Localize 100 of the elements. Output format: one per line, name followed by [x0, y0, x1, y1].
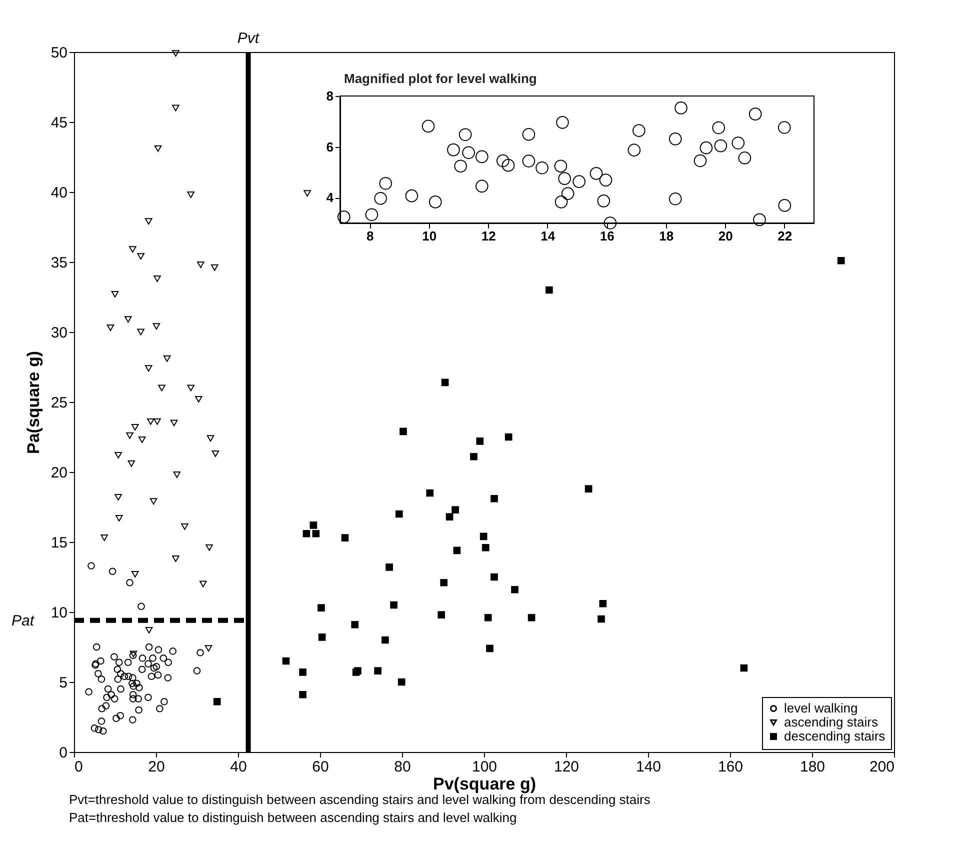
ref-line-label: Pat [11, 612, 35, 630]
x-tick-label: 22 [778, 228, 792, 244]
y-tick-label: 5 [59, 674, 68, 692]
point [536, 161, 548, 174]
point [382, 636, 389, 644]
point [398, 678, 406, 686]
point [181, 523, 188, 530]
x-tick-label: 160 [718, 758, 744, 776]
y-tick-label: 4 [326, 190, 334, 206]
legend-label: ascending stairs [784, 714, 878, 730]
point [400, 428, 407, 436]
point [170, 420, 178, 426]
y-tick-label: 45 [50, 114, 68, 132]
point [482, 544, 490, 552]
point [173, 472, 181, 478]
point [522, 154, 536, 168]
y-tick-label: 25 [50, 394, 68, 412]
point [556, 116, 569, 129]
point [187, 384, 195, 392]
x-tick-label: 200 [869, 758, 894, 776]
point [554, 196, 568, 208]
point [197, 262, 204, 268]
point [365, 208, 378, 222]
point [778, 121, 791, 134]
point [310, 522, 318, 529]
point [484, 614, 492, 622]
point [206, 544, 213, 551]
point [152, 323, 160, 330]
y-tick-label: 30 [50, 324, 68, 342]
point [130, 650, 138, 658]
point [163, 355, 171, 362]
point [374, 667, 382, 674]
y-tick-label: 6 [326, 139, 334, 154]
point [446, 513, 454, 520]
point [668, 192, 682, 206]
point [700, 141, 713, 154]
y-tick-label: 8 [326, 88, 334, 104]
x-tick-label: 20 [148, 758, 165, 776]
point [561, 187, 574, 200]
point [137, 328, 144, 336]
point [154, 276, 161, 282]
x-tick-label: 18 [659, 228, 674, 244]
x-tick-label: 40 [230, 758, 247, 776]
point [147, 418, 154, 425]
point [572, 175, 586, 188]
point [172, 556, 180, 562]
point [282, 657, 290, 665]
point [738, 152, 752, 164]
point [502, 158, 515, 172]
point [584, 485, 592, 492]
point [714, 139, 728, 152]
point [447, 143, 460, 156]
point [374, 192, 387, 205]
point [490, 573, 498, 581]
point [204, 645, 212, 652]
point [386, 564, 393, 571]
point [470, 452, 478, 460]
point [554, 160, 568, 173]
point [213, 698, 221, 706]
point [137, 253, 144, 260]
y-tick-label: 35 [50, 254, 68, 272]
point [597, 194, 610, 208]
point [131, 570, 139, 578]
point [337, 210, 350, 224]
point [379, 176, 392, 190]
point [395, 510, 403, 518]
point [172, 50, 180, 57]
point [476, 438, 484, 445]
point [511, 586, 518, 594]
point [475, 180, 488, 193]
point [210, 264, 218, 271]
point [312, 530, 320, 538]
point [144, 218, 152, 225]
x-tick-label: 140 [636, 758, 662, 776]
x-tick-label: 60 [312, 758, 329, 776]
x-tick-label: 100 [472, 758, 498, 776]
point [154, 145, 162, 152]
point [299, 690, 306, 698]
point [558, 172, 571, 185]
point [598, 615, 605, 623]
point [115, 514, 123, 522]
point [154, 418, 161, 425]
point [748, 108, 762, 120]
point [438, 611, 446, 618]
point [318, 604, 325, 612]
point [194, 396, 202, 402]
point [302, 530, 310, 538]
x-axis-title: Pv(square g) [433, 774, 536, 794]
x-tick-label: 0 [74, 758, 83, 776]
point [111, 290, 119, 298]
point [212, 450, 220, 458]
point [145, 626, 153, 634]
y-tick-label: 20 [50, 464, 68, 482]
point [753, 213, 766, 226]
point [114, 494, 122, 500]
point [100, 534, 108, 542]
point [480, 532, 488, 540]
point [628, 144, 641, 157]
x-tick-label: 80 [394, 758, 411, 776]
point [128, 246, 136, 253]
